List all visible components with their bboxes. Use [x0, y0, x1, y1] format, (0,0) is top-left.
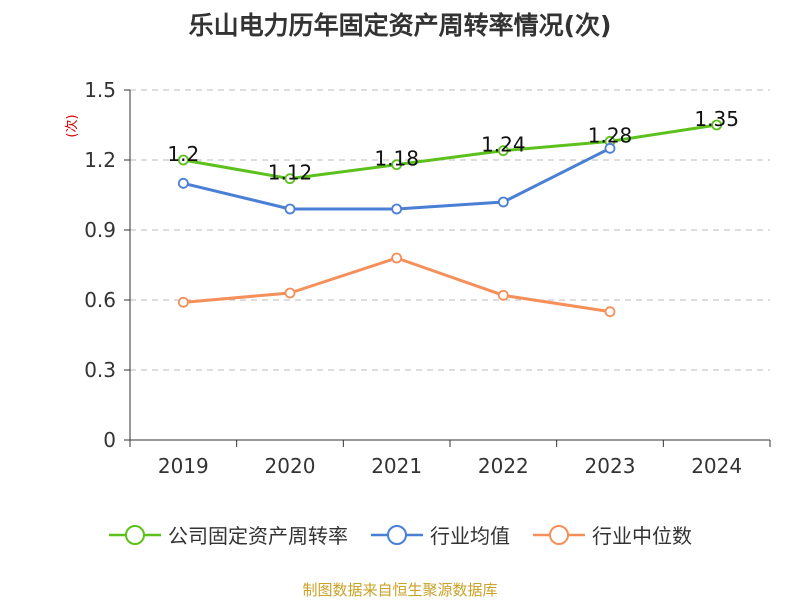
y-tick-label: 0.6	[84, 288, 116, 312]
data-point	[284, 173, 296, 185]
data-point	[177, 154, 189, 166]
data-point	[177, 177, 189, 189]
x-tick-label: 2021	[371, 454, 422, 478]
source-footer: 制图数据来自恒生聚源数据库	[302, 581, 498, 599]
series-line-1	[183, 123, 717, 181]
legend-marker	[125, 524, 145, 545]
x-tick-label: 2019	[158, 454, 209, 478]
data-label: 1.18	[374, 147, 419, 171]
data-point	[497, 289, 509, 301]
legend-marker	[387, 524, 407, 545]
data-point	[604, 142, 616, 154]
data-point	[284, 287, 296, 299]
data-point	[391, 252, 403, 264]
x-axis-ticks: 2019 2020 2021 2022 2023 2024	[129, 440, 771, 478]
legend-swatch-icon	[533, 524, 585, 545]
series-lines	[182, 123, 717, 314]
data-point	[604, 306, 616, 318]
data-label: 1.2	[167, 142, 199, 166]
legend-swatch-icon	[371, 524, 423, 545]
legend-marker	[549, 524, 569, 545]
data-point	[497, 145, 509, 157]
legend-item[interactable]: 行业中位数	[532, 520, 692, 549]
legend-swatch-icon	[109, 524, 161, 545]
series-points	[177, 119, 723, 318]
data-point	[391, 203, 403, 215]
legend-label: 公司固定资产周转率	[168, 524, 348, 548]
series-line-3	[183, 256, 611, 314]
data-label: 1.24	[481, 133, 526, 157]
gridlines	[130, 89, 770, 371]
y-axis-label: (次)	[64, 114, 80, 137]
x-tick-label: 2024	[691, 454, 742, 478]
y-axis-ticks: 0 0.3 0.6 0.9 1.2 1.5	[84, 78, 130, 452]
data-label: 1.28	[588, 123, 633, 147]
y-tick-label: 0.3	[84, 358, 116, 382]
legend-label: 行业中位数	[592, 524, 692, 548]
y-tick-label: 1.5	[84, 78, 116, 102]
legend: 公司固定资产周转率 行业均值 行业中位数	[0, 520, 800, 549]
data-label: 1.12	[268, 161, 313, 185]
data-point	[711, 119, 723, 131]
data-point	[284, 203, 296, 215]
legend-label: 行业均值	[430, 524, 510, 548]
data-point	[391, 159, 403, 171]
data-label: 1.35	[694, 107, 739, 131]
x-tick-label: 2023	[585, 454, 636, 478]
axes	[129, 90, 770, 441]
chart-title: 乐山电力历年固定资产周转率情况(次)	[188, 11, 612, 40]
x-tick-label: 2020	[265, 454, 316, 478]
data-labels: 1.2 1.12 1.18 1.24 1.28 1.35	[167, 107, 739, 185]
data-point	[497, 196, 509, 208]
y-tick-label: 0.9	[84, 218, 116, 242]
legend-item[interactable]: 行业均值	[370, 520, 510, 549]
data-point	[177, 296, 189, 308]
y-tick-label: 0	[103, 428, 116, 452]
legend-item[interactable]: 公司固定资产周转率	[108, 520, 348, 549]
x-tick-label: 2022	[478, 454, 529, 478]
y-tick-label: 1.2	[84, 148, 116, 172]
